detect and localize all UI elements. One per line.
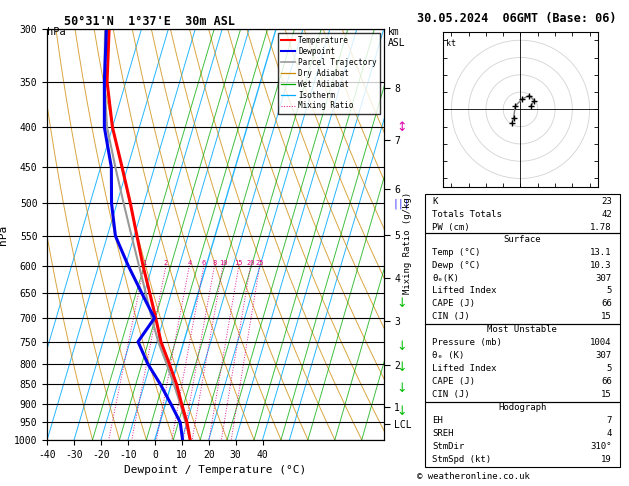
Text: 1004: 1004 <box>590 338 612 347</box>
Text: 30.05.2024  06GMT (Base: 06): 30.05.2024 06GMT (Base: 06) <box>417 12 616 25</box>
Text: 66: 66 <box>601 377 612 386</box>
Text: Pressure (mb): Pressure (mb) <box>432 338 502 347</box>
Text: CIN (J): CIN (J) <box>432 312 470 321</box>
Text: StmSpd (kt): StmSpd (kt) <box>432 455 491 464</box>
Text: Surface: Surface <box>503 235 541 243</box>
Text: 307: 307 <box>596 351 612 360</box>
Text: EH: EH <box>432 416 443 425</box>
Text: 23: 23 <box>601 197 612 206</box>
Text: Dewp (°C): Dewp (°C) <box>432 260 481 270</box>
Text: 310°: 310° <box>590 442 612 451</box>
Text: 5: 5 <box>606 364 612 373</box>
Text: 2: 2 <box>164 260 168 265</box>
Text: 19: 19 <box>601 455 612 464</box>
Text: 13.1: 13.1 <box>590 247 612 257</box>
Text: 1: 1 <box>142 260 147 265</box>
Text: CAPE (J): CAPE (J) <box>432 377 476 386</box>
Text: © weatheronline.co.uk: © weatheronline.co.uk <box>417 472 530 481</box>
Text: 20: 20 <box>247 260 255 265</box>
Text: StmDir: StmDir <box>432 442 465 451</box>
Text: 15: 15 <box>601 390 612 399</box>
Bar <box>425 194 620 233</box>
Y-axis label: hPa: hPa <box>0 225 8 244</box>
Bar <box>425 233 620 324</box>
Text: |||: ||| <box>392 198 410 208</box>
Text: 25: 25 <box>255 260 264 265</box>
Text: kt: kt <box>446 38 456 48</box>
Text: ↓: ↓ <box>396 362 406 374</box>
Text: ↓: ↓ <box>396 382 406 395</box>
Text: 7: 7 <box>606 416 612 425</box>
Text: ↓: ↓ <box>396 297 406 310</box>
Text: 15: 15 <box>601 312 612 321</box>
Text: Most Unstable: Most Unstable <box>487 325 557 334</box>
Text: 10: 10 <box>219 260 227 265</box>
Text: ↓: ↓ <box>396 405 406 418</box>
Text: 50°31'N  1°37'E  30m ASL: 50°31'N 1°37'E 30m ASL <box>64 15 235 28</box>
Text: 4: 4 <box>187 260 191 265</box>
Text: 4: 4 <box>606 429 612 438</box>
Text: Lifted Index: Lifted Index <box>432 286 497 295</box>
Text: 15: 15 <box>235 260 243 265</box>
Text: Totals Totals: Totals Totals <box>432 210 502 219</box>
Text: Mixing Ratio (g/kg): Mixing Ratio (g/kg) <box>403 192 412 294</box>
Bar <box>425 402 620 467</box>
Text: ↓: ↓ <box>396 340 406 353</box>
Text: SREH: SREH <box>432 429 454 438</box>
X-axis label: Dewpoint / Temperature (°C): Dewpoint / Temperature (°C) <box>125 465 306 475</box>
Text: 42: 42 <box>601 210 612 219</box>
Text: 5: 5 <box>606 286 612 295</box>
Legend: Temperature, Dewpoint, Parcel Trajectory, Dry Adiabat, Wet Adiabat, Isotherm, Mi: Temperature, Dewpoint, Parcel Trajectory… <box>278 33 380 114</box>
Text: Lifted Index: Lifted Index <box>432 364 497 373</box>
Text: θₑ(K): θₑ(K) <box>432 274 459 282</box>
Text: K: K <box>432 197 438 206</box>
Text: θₑ (K): θₑ (K) <box>432 351 465 360</box>
Text: 6: 6 <box>202 260 206 265</box>
Text: 1.78: 1.78 <box>590 223 612 232</box>
Text: CAPE (J): CAPE (J) <box>432 299 476 309</box>
Text: 307: 307 <box>596 274 612 282</box>
Text: 66: 66 <box>601 299 612 309</box>
Text: km
ASL: km ASL <box>388 27 406 48</box>
Text: 8: 8 <box>213 260 216 265</box>
Text: ↕: ↕ <box>396 121 406 134</box>
Text: Temp (°C): Temp (°C) <box>432 247 481 257</box>
Bar <box>425 324 620 402</box>
Text: PW (cm): PW (cm) <box>432 223 470 232</box>
Text: CIN (J): CIN (J) <box>432 390 470 399</box>
Text: hPa: hPa <box>47 27 66 37</box>
Text: 10.3: 10.3 <box>590 260 612 270</box>
Text: Hodograph: Hodograph <box>498 403 546 412</box>
